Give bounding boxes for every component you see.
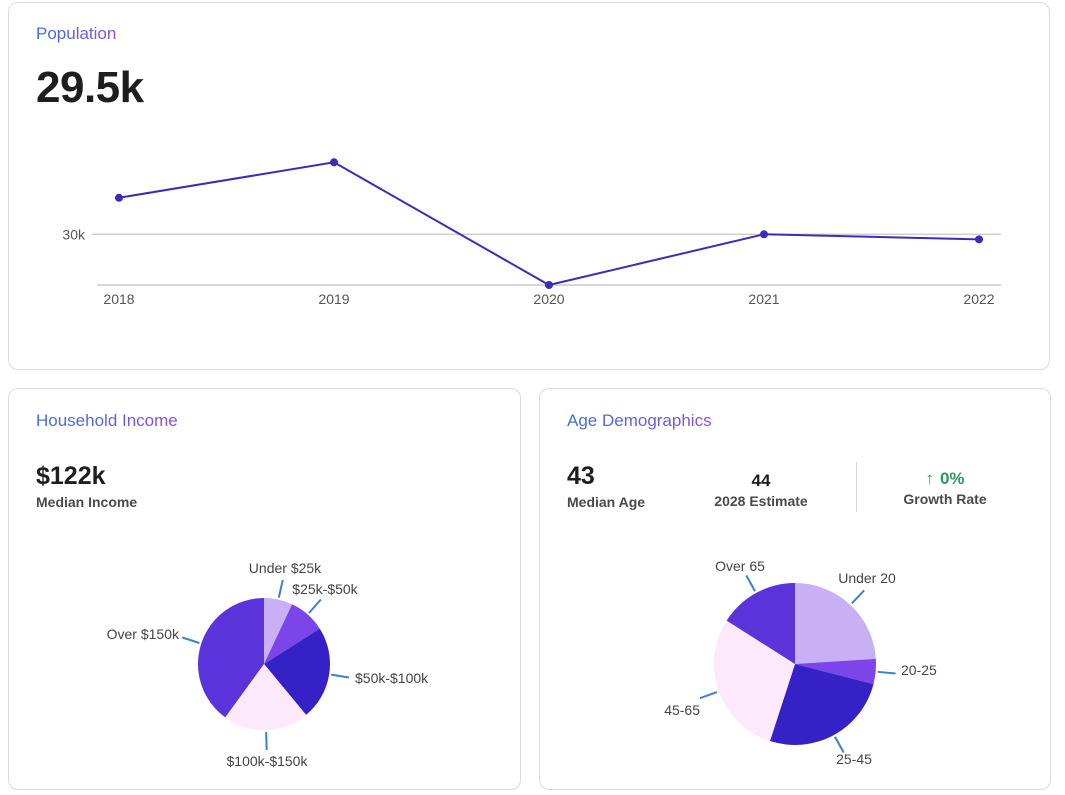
x-tick-label: 2021 [748, 291, 779, 307]
x-tick-label: 2020 [533, 291, 564, 307]
pie-slice[interactable] [795, 583, 876, 664]
pie-leader-line [851, 589, 865, 605]
median-income-label: Median Income [36, 494, 138, 510]
pie-label: Under 20 [838, 570, 896, 586]
population-line-chart: 30k 2018 2019 2020 2021 2022 [62, 158, 1001, 307]
estimate-value: 44 [751, 471, 771, 490]
x-tick-label: 2022 [963, 291, 994, 307]
pie-leader-line [308, 598, 322, 614]
pie-slice[interactable] [264, 598, 293, 664]
pie-label: 45-65 [664, 702, 700, 718]
pie-leader-line [699, 691, 718, 700]
x-tick-label: 2018 [103, 291, 134, 307]
pie-label: Over $150k [107, 626, 180, 642]
population-series-line [118, 161, 980, 287]
population-point[interactable] [760, 230, 768, 239]
median-age-label: Median Age [567, 494, 646, 510]
stat-divider [856, 462, 857, 512]
growth-stat: ↑ 0% Growth Rate [890, 469, 1000, 507]
population-point[interactable] [330, 158, 338, 167]
pie-leader-line [265, 731, 268, 750]
population-point[interactable] [975, 235, 983, 244]
pie-slice[interactable] [225, 664, 307, 730]
income-title: Household Income [36, 411, 178, 430]
growth-value-row: ↑ 0% [890, 469, 1000, 489]
pie-label: $25k-$50k [292, 581, 358, 597]
estimate-stat: 44 2028 Estimate [705, 471, 817, 509]
pie-slice[interactable] [198, 598, 264, 718]
pie-label: 20-25 [901, 662, 937, 678]
estimate-label: 2028 Estimate [714, 493, 808, 509]
pie-label: Over 65 [715, 558, 765, 574]
pie-slice[interactable] [769, 664, 874, 745]
median-income-value: $122k [36, 462, 106, 490]
income-pie-chart: Under $25k $25k-$50k $50k-$100k $100k-$150k… [107, 560, 430, 769]
population-title: Population [36, 24, 117, 43]
pie-leader-line [834, 736, 845, 753]
x-tick-label: 2019 [318, 291, 349, 307]
age-pie-chart: Under 20 20-25 25-45 45-65 Over 65 [664, 558, 937, 767]
pie-leader-line [331, 673, 350, 679]
age-title: Age Demographics [567, 411, 712, 430]
pie-leader-line [877, 670, 896, 675]
population-value: 29.5k [36, 63, 144, 112]
pie-label: Under $25k [249, 560, 322, 576]
median-age-value: 43 [567, 462, 595, 490]
pie-slice[interactable] [264, 628, 330, 715]
y-tick-label: 30k [62, 226, 86, 242]
pie-leader-line [745, 575, 756, 592]
population-card: Population 29.5k 30k 2018 2019 2020 2021 2022 [8, 2, 1050, 370]
pie-label: $100k-$150k [227, 753, 309, 769]
household-income-card: Household Income $122k Median Income Und… [8, 388, 521, 790]
population-point[interactable] [545, 281, 553, 289]
pie-slice[interactable] [795, 658, 876, 685]
pie-leader-line [277, 579, 284, 598]
pie-leader-line [181, 636, 200, 644]
pie-slice[interactable] [264, 604, 320, 664]
arrow-up-icon: ↑ [925, 469, 934, 488]
age-demographics-card: Age Demographics 43 Median Age 44 2028 E… [539, 388, 1051, 790]
pie-slice[interactable] [726, 583, 795, 664]
growth-label: Growth Rate [903, 491, 987, 507]
growth-value: 0% [939, 469, 965, 488]
pie-label: 25-45 [836, 751, 872, 767]
pie-label: $50k-$100k [355, 670, 429, 686]
pie-slice[interactable] [713, 620, 795, 742]
population-point[interactable] [115, 193, 123, 202]
